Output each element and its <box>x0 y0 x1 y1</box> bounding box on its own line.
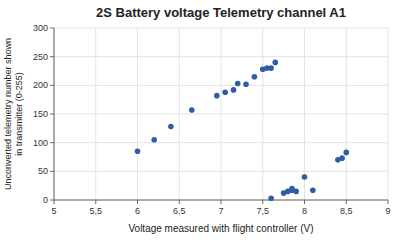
y-tick-label: 100 <box>33 138 48 148</box>
y-tick-label: 150 <box>33 109 48 119</box>
y-tick-label: 300 <box>33 23 48 33</box>
y-tick <box>50 56 54 57</box>
point <box>302 174 308 180</box>
y-tick <box>50 142 54 143</box>
point <box>293 189 299 195</box>
x-tick-label: 8,5 <box>340 206 353 216</box>
grid-line-y <box>54 200 388 201</box>
x-tick <box>346 200 347 204</box>
grid-line-y <box>54 114 388 115</box>
y-tick <box>50 171 54 172</box>
y-tick-label: 0 <box>43 195 48 205</box>
point <box>272 60 278 66</box>
x-tick <box>262 200 263 204</box>
x-tick-label: 8 <box>302 206 307 216</box>
x-tick-label: 7 <box>218 206 223 216</box>
grid-line-x <box>54 28 55 200</box>
point <box>135 148 141 154</box>
title: 2S Battery voltage Telemetry channel A1 <box>96 5 346 20</box>
points <box>135 60 349 201</box>
x-tick <box>137 200 138 204</box>
point <box>243 81 249 87</box>
y-tick-label: 50 <box>38 166 48 176</box>
grid-line-y <box>54 56 388 57</box>
x-tick-label: 6,5 <box>173 206 186 216</box>
point <box>151 137 157 143</box>
x-tick-label: 5 <box>51 206 56 216</box>
y-tick <box>50 114 54 115</box>
grid-line-y <box>54 171 388 172</box>
x-tick-label: 9 <box>385 206 390 216</box>
y-tick-label: 200 <box>33 80 48 90</box>
y-axis-label-line: in transmitter (0-255) <box>14 72 24 156</box>
x-tick-label: 7,5 <box>256 206 269 216</box>
y-tick <box>50 200 54 201</box>
grid-line-y <box>54 142 388 143</box>
axes: 5 5,5 6 6,5 7 7,5 8 8,5 9 0 50 100 150 200 250 300 <box>33 23 391 216</box>
point <box>252 74 258 80</box>
x-tick-label: 6 <box>135 206 140 216</box>
chart: 5 5,5 6 6,5 7 7,5 8 8,5 9 0 50 100 150 200 250 300 2S Ba… <box>0 0 400 240</box>
x-tick-label: 5,5 <box>89 206 102 216</box>
x-tick <box>304 200 305 204</box>
point <box>214 93 220 99</box>
x-tick <box>179 200 180 204</box>
point <box>235 81 241 87</box>
grid <box>54 28 388 200</box>
point <box>343 150 349 156</box>
y-tick <box>50 85 54 86</box>
point <box>222 89 228 95</box>
x-axis-line <box>54 200 388 201</box>
point <box>310 187 316 193</box>
x-tick <box>388 200 389 204</box>
point <box>268 195 274 201</box>
y-axis-label: Unconverted telemetry number shownin tra… <box>3 38 24 190</box>
y-tick-label: 250 <box>33 52 48 62</box>
point <box>231 87 237 93</box>
y-axis-line <box>54 28 55 200</box>
y-axis-label-line: Unconverted telemetry number shown <box>3 38 13 190</box>
x-tick <box>95 200 96 204</box>
point <box>339 155 345 161</box>
point <box>189 107 195 113</box>
y-tick <box>50 28 54 29</box>
x-tick <box>221 200 222 204</box>
grid-line-y <box>54 85 388 86</box>
point <box>268 65 274 71</box>
grid-line-y <box>54 28 388 29</box>
point <box>168 124 174 130</box>
x-axis-label: Voltage measured with flight controller … <box>128 223 313 234</box>
x-tick <box>54 200 55 204</box>
